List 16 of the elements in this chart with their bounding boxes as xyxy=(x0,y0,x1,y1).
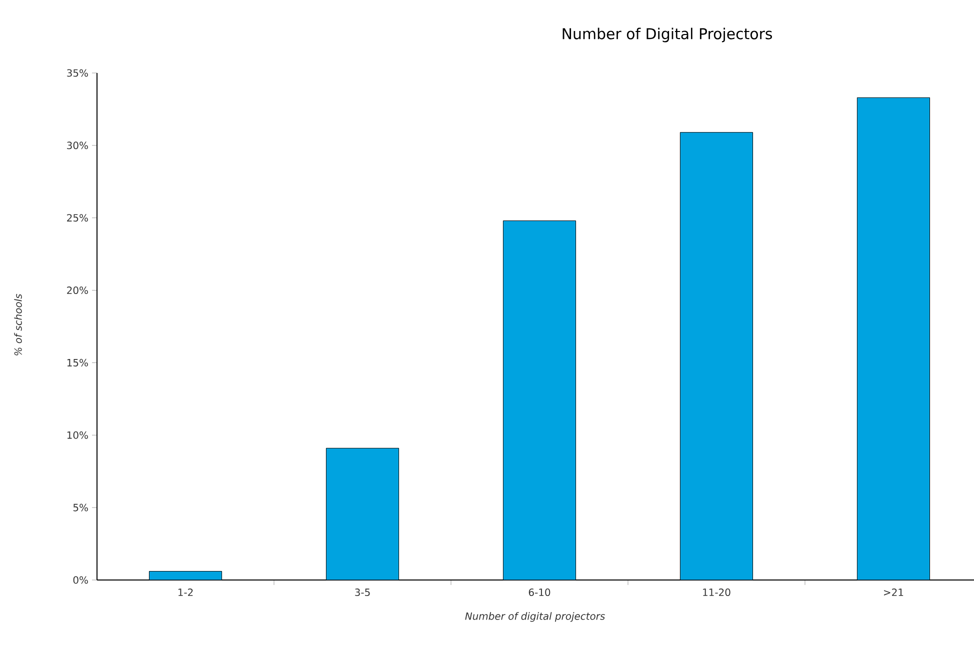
y-tick-label: 5% xyxy=(73,504,88,512)
y-axis-title: % of schools xyxy=(14,294,22,356)
y-tick-label: 25% xyxy=(67,214,88,222)
x-tick-label: 6-10 xyxy=(528,588,550,596)
chart-title: Number of Digital Projectors xyxy=(562,28,772,42)
x-tick-label: 1-2 xyxy=(178,588,193,596)
x-tick-label: 3-5 xyxy=(355,588,370,596)
y-tick-label: 30% xyxy=(67,142,88,150)
x-tick-label: 11-20 xyxy=(703,588,730,596)
y-tick-label: 0% xyxy=(73,576,88,584)
x-tick-label: >21 xyxy=(884,588,904,596)
x-axis-title: Number of digital projectors xyxy=(465,612,605,622)
y-tick-label: 15% xyxy=(67,358,88,366)
y-tick-label: 35% xyxy=(67,69,88,77)
y-tick-label: 20% xyxy=(67,286,88,294)
y-tick-label: 10% xyxy=(67,431,88,439)
